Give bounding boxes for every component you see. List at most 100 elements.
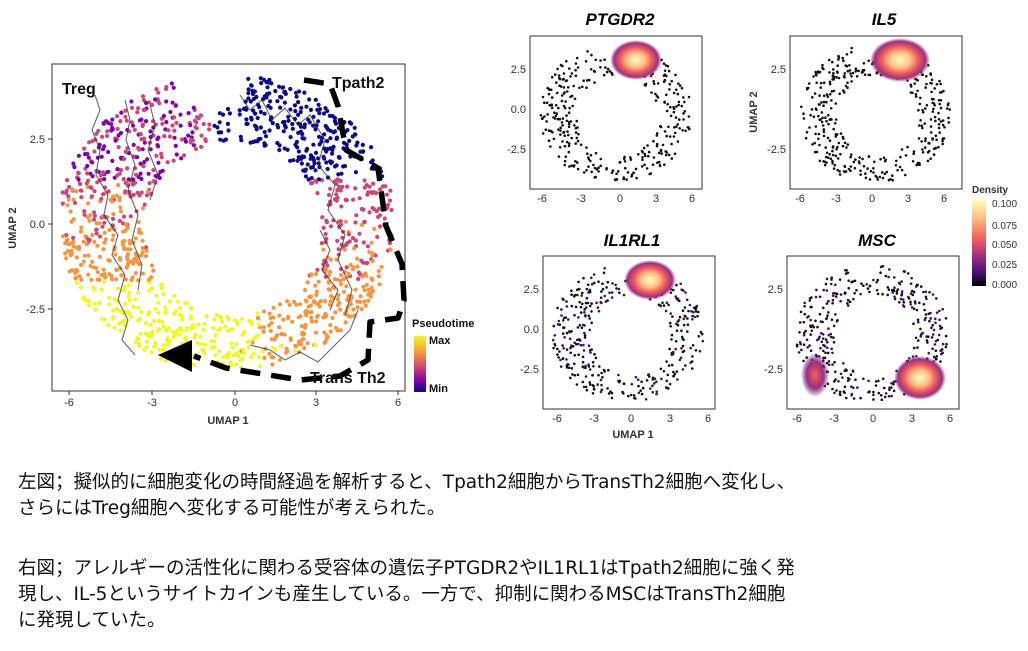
cell-point <box>640 165 644 168</box>
cell-point <box>79 188 84 193</box>
cell-point <box>127 290 132 295</box>
cell-point <box>849 155 852 159</box>
cell-point <box>121 176 126 182</box>
cell-point <box>268 316 273 321</box>
cell-point <box>663 163 666 166</box>
cell-point <box>811 324 814 327</box>
cell-point <box>122 247 127 252</box>
cell-point <box>85 163 90 169</box>
cell-point <box>243 106 248 111</box>
cell-point <box>814 319 817 323</box>
cell-point <box>629 393 633 397</box>
cell-point <box>682 349 686 353</box>
cell-point <box>103 275 108 280</box>
cell-point <box>931 101 934 105</box>
cell-point <box>336 303 341 308</box>
cell-point <box>940 326 944 330</box>
cell-point <box>588 317 591 320</box>
cell-point <box>60 201 65 206</box>
cell-point <box>254 125 259 130</box>
cell-point <box>387 241 392 246</box>
cell-point <box>277 84 282 89</box>
cell-point <box>262 355 267 360</box>
x-tick: 3 <box>909 413 915 425</box>
cell-point <box>562 92 566 95</box>
cell-point <box>576 139 580 143</box>
density-colorbar <box>972 200 986 286</box>
cell-point <box>836 64 839 67</box>
cell-point <box>348 302 353 307</box>
cell-point <box>193 146 198 152</box>
cell-point <box>850 46 853 50</box>
cell-point <box>577 316 580 319</box>
main-cell-points <box>60 76 394 370</box>
cell-point <box>652 156 656 159</box>
cell-point <box>156 310 161 315</box>
cell-point <box>902 305 906 308</box>
cell-point <box>676 92 680 96</box>
cell-point <box>560 94 564 97</box>
x-tick: 6 <box>947 413 953 425</box>
cell-point <box>240 332 245 337</box>
cell-point <box>305 162 310 167</box>
cell-point <box>569 376 572 380</box>
cell-point <box>825 119 828 123</box>
cell-point <box>672 350 675 354</box>
cell-point <box>296 149 301 154</box>
cell-point <box>893 276 896 279</box>
cell-point <box>687 115 691 118</box>
cell-point <box>822 288 825 292</box>
cell-point <box>887 288 891 292</box>
cell-point <box>588 381 591 384</box>
cell-point <box>588 304 592 308</box>
cell-point <box>202 351 207 356</box>
cell-point <box>299 161 304 166</box>
cell-point <box>879 157 882 161</box>
cell-point <box>332 277 337 282</box>
cell-point <box>673 152 677 156</box>
cell-point <box>834 135 838 138</box>
cell-point <box>880 398 884 402</box>
cell-point <box>135 260 140 265</box>
cell-point <box>172 128 177 133</box>
cell-point <box>578 339 582 342</box>
cell-point <box>352 125 357 130</box>
cell-point <box>597 373 600 377</box>
cell-point <box>593 176 597 179</box>
cell-point <box>892 389 896 393</box>
cell-point <box>834 283 837 287</box>
cell-point <box>832 127 835 131</box>
cell-point <box>353 287 358 292</box>
cell-point <box>94 131 99 136</box>
cell-point <box>358 294 363 299</box>
cell-point <box>646 373 650 377</box>
cell-point <box>202 321 207 326</box>
y-tick: 2.5 <box>511 64 526 76</box>
cell-point <box>856 386 859 389</box>
cell-point <box>872 167 875 170</box>
cell-point <box>365 260 370 265</box>
cell-point <box>917 320 920 324</box>
main-y-axis: 2.5 0.0 -2.5 <box>26 134 52 316</box>
cell-point <box>304 104 309 109</box>
cell-point <box>182 153 187 158</box>
cell-point <box>73 275 78 280</box>
cell-point <box>663 69 667 72</box>
cell-point <box>295 158 300 163</box>
cell-point <box>123 189 128 194</box>
cell-point <box>929 73 933 76</box>
cell-point <box>603 294 606 298</box>
cell-point <box>136 145 141 150</box>
cell-point <box>569 75 572 78</box>
cell-point <box>569 351 572 355</box>
cell-point <box>557 155 561 158</box>
cell-point <box>849 153 853 156</box>
cell-point <box>371 207 377 212</box>
cell-point <box>90 259 95 264</box>
cell-point <box>545 101 549 105</box>
cell-point <box>584 301 588 305</box>
cell-point <box>336 247 341 252</box>
cell-point <box>376 274 381 279</box>
cell-point <box>183 337 188 342</box>
cell-point <box>691 318 694 321</box>
